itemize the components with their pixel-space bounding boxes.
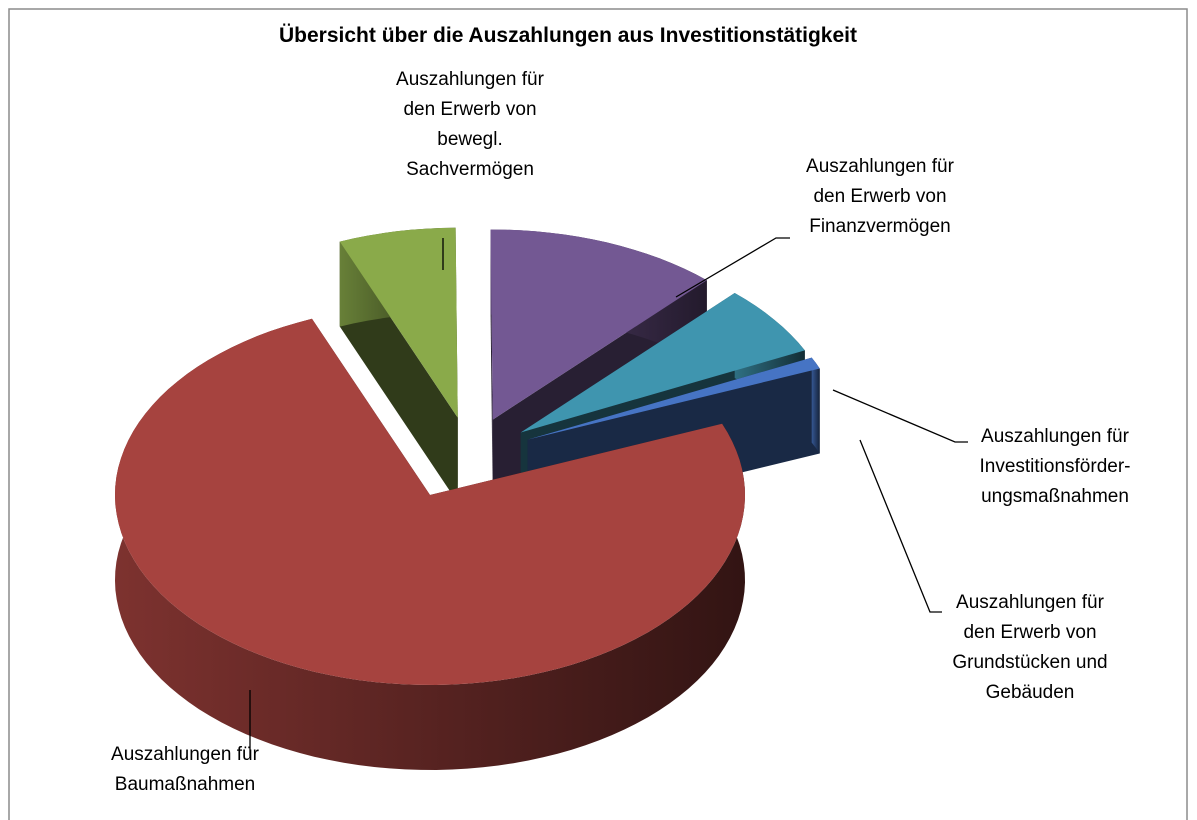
slice-label: Auszahlungen für den Erwerb von bewegl. Sac… — [396, 69, 545, 180]
slice-label: Auszahlungen für den Erwerb von Grundstück… — [952, 592, 1107, 703]
slice-top — [115, 318, 745, 685]
slice-top — [339, 227, 458, 418]
slice-top — [527, 357, 820, 440]
chart-title: Übersicht über die Auszahlungen aus Inve… — [279, 24, 857, 47]
slice-top — [520, 293, 805, 433]
slice-label: Auszahlungen für den Erwerb von Finanzverm… — [806, 156, 955, 237]
pie — [115, 227, 820, 770]
pie-slice — [339, 227, 458, 503]
leader-line — [859, 439, 942, 613]
slice-label: Auszahlungen für Investitionsförder-ungsm… — [979, 426, 1130, 507]
slice-side — [811, 357, 820, 454]
slice-top — [490, 229, 707, 420]
leader-line — [832, 389, 968, 443]
slice-label: Auszahlungen für Baumaßnahmen — [111, 744, 260, 795]
leader-line — [675, 237, 790, 298]
pie-slice — [115, 318, 745, 770]
